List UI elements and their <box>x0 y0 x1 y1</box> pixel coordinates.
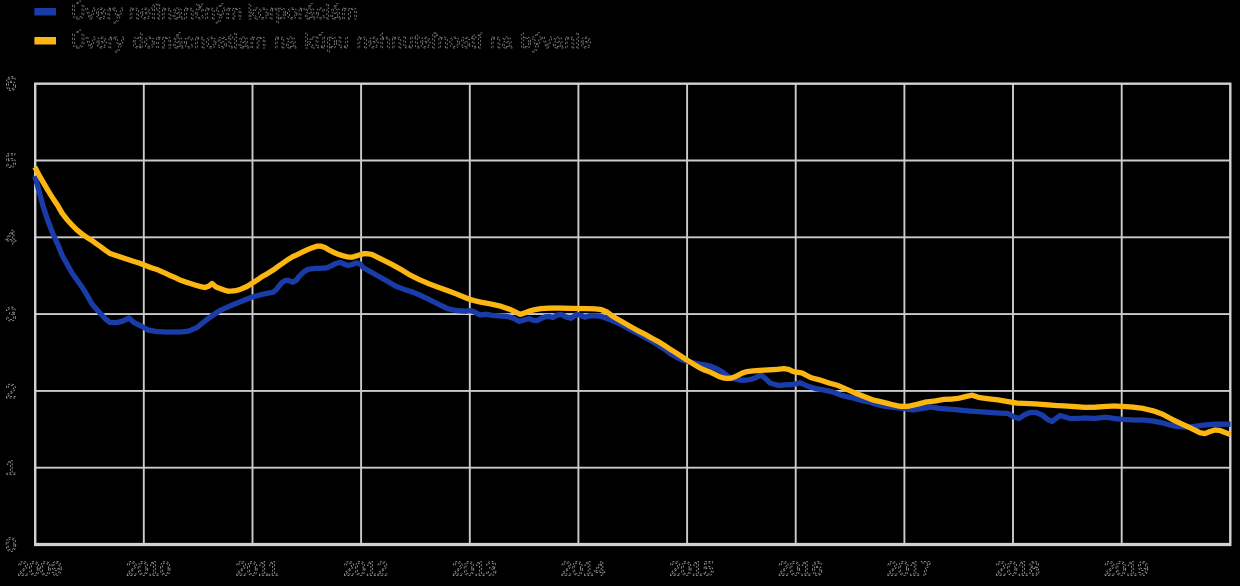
svg-text:2019: 2019 <box>1104 559 1149 581</box>
svg-text:2013: 2013 <box>452 559 497 581</box>
svg-text:Úvery domácnostiam na kúpu neh: Úvery domácnostiam na kúpu nehnuteľností… <box>71 30 592 53</box>
svg-text:2010: 2010 <box>126 559 171 581</box>
svg-text:2016: 2016 <box>778 559 823 581</box>
svg-text:2015: 2015 <box>670 559 715 581</box>
svg-text:2014: 2014 <box>561 559 606 581</box>
svg-text:2012: 2012 <box>344 559 389 581</box>
svg-text:4: 4 <box>5 227 16 249</box>
svg-text:3: 3 <box>5 304 16 326</box>
svg-text:5: 5 <box>5 150 16 172</box>
svg-text:2018: 2018 <box>995 559 1040 581</box>
svg-text:6: 6 <box>5 74 16 96</box>
svg-text:2009: 2009 <box>18 559 63 581</box>
svg-text:0: 0 <box>5 534 16 556</box>
svg-text:2017: 2017 <box>887 559 932 581</box>
svg-text:2: 2 <box>5 381 16 403</box>
svg-text:2011: 2011 <box>236 559 279 581</box>
svg-text:1: 1 <box>5 458 16 480</box>
svg-text:Úvery nefinančným korporáciám: Úvery nefinančným korporáciám <box>71 1 358 24</box>
